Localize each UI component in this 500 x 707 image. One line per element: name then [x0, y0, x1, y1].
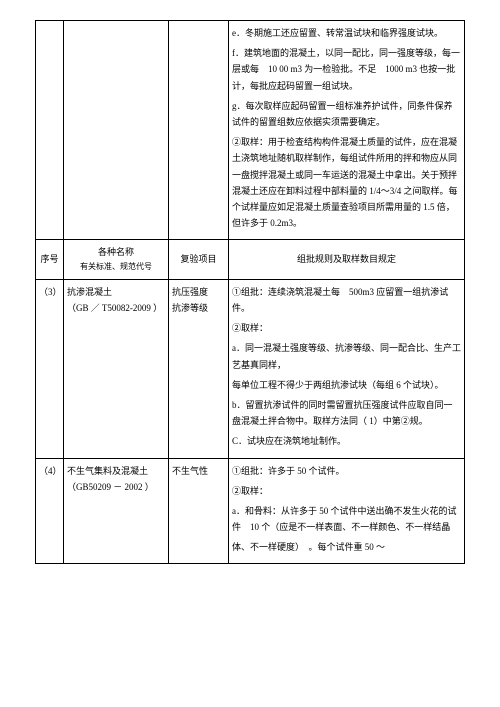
header-rule: 组批规则及取样数目规定: [229, 240, 465, 280]
header-test: 复验项目: [169, 240, 229, 280]
rule-g: g．每次取样应起码留置一组标准养护试件，同条件保养试件的留置组数应依据实须需要确…: [232, 98, 461, 130]
cell-seq-top: [36, 21, 64, 240]
row4-name: 不生气集料及混凝土 （GB50209 － 2002 ）: [64, 458, 169, 564]
header-name: 各种名称 有关标准、规范代号: [64, 240, 169, 280]
cell-name-top: [64, 21, 169, 240]
row4-rule: ①组批：许多于 50 个试件。 ②取样： a．和骨料：从许多于 50 个试件中送…: [229, 458, 465, 564]
row3-ruleC: C．试块应在浇筑地址制作。: [232, 433, 461, 449]
rule-g-extra: ②取样：用于检查结构构件混凝土质量的试件，应在混凝土浇筑地址随机取样制作，每组试…: [232, 134, 461, 231]
row4-rule2: ②取样：: [232, 483, 461, 499]
cell-test-top: [169, 21, 229, 240]
row4-ruleA: a．和骨料：从许多于 50 个试件中送出确不发生火花的试件 10 个（应是不一样…: [232, 503, 461, 535]
cell-rule-top: e．冬期施工还应留置、转常温试块和临界强度试块。 f．建筑地面的混凝土，以同一配…: [229, 21, 465, 240]
row3-ruleA2: 每单位工程不得少于两组抗渗试块（每组 6 个试块）。: [232, 377, 461, 393]
row3-ruleA: a．同一混凝土强度等级、抗渗等级、同一配合比、生产工艺基真同样，: [232, 340, 461, 372]
row4-rule1: ①组批：许多于 50 个试件。: [232, 463, 461, 479]
header-name-bottom: 有关标准、规范代号: [67, 260, 165, 274]
header-name-top: 各种名称: [67, 244, 165, 260]
rule-e: e．冬期施工还应留置、转常温试块和临界强度试块。: [232, 25, 461, 41]
header-seq: 序号: [36, 240, 64, 280]
row3-seq: （3）: [36, 279, 64, 458]
row3-name: 抗渗混凝土 （GB ／ T50082-2009 ）: [64, 279, 169, 458]
rule-f: f．建筑地面的混凝土，以同一配比，同一强度等级，每一层或每 10 00 m3 为…: [232, 45, 461, 94]
row3-rule: ①组批：连续浇筑混凝土每 500m3 应留置一组抗渗试件。 ②取样： a．同一混…: [229, 279, 465, 458]
row3-ruleB: b．留置抗渗试件的同时需留置抗压强度试件应取自同一盘混凝土拌合物中。取样方法同（…: [232, 397, 461, 429]
row3-test: 抗压强度 抗渗等级: [169, 279, 229, 458]
row3-rule2: ②取样：: [232, 320, 461, 336]
row4-test: 不生气性: [169, 458, 229, 564]
row4-seq: （4）: [36, 458, 64, 564]
row3-rule1: ①组批：连续浇筑混凝土每 500m3 应留置一组抗渗试件。: [232, 284, 461, 316]
row4-ruleA2: 体、不一样硬度） 。每个试件重 50 ～: [232, 539, 461, 555]
